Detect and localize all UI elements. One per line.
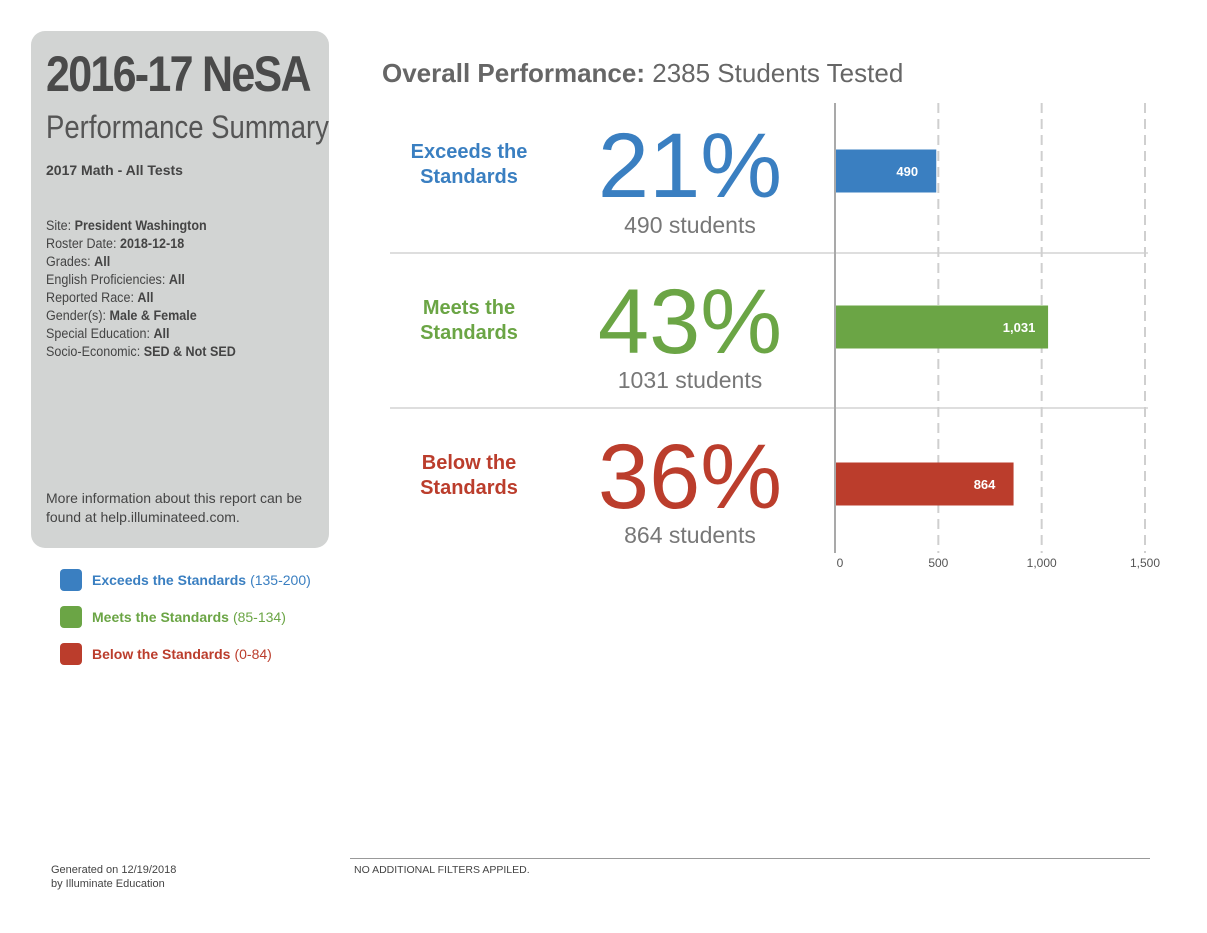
bar [835, 462, 1014, 506]
bar-data-label: 490 [896, 164, 918, 179]
row-divider [390, 252, 1148, 254]
legend-item-meets: Meets the Standards (85-134) [60, 606, 311, 628]
x-tick-label: 1,000 [1027, 556, 1057, 570]
x-tick-label: 500 [928, 556, 948, 570]
percent-meets: 43% [597, 271, 783, 373]
generated-info: Generated on 12/19/2018 by Illuminate Ed… [51, 864, 177, 890]
count-exceeds: 490 students [624, 212, 756, 238]
filter-item: English Proficiencies: All [46, 272, 185, 287]
legend-label: Exceeds the Standards [92, 572, 247, 588]
filter-item: Grades: All [46, 254, 111, 269]
legend-range: (0-84) [234, 646, 272, 662]
footer-rule [350, 858, 1150, 859]
legend-swatch [60, 569, 82, 591]
filter-item: Special Education: All [46, 326, 170, 341]
bar-data-label: 864 [974, 477, 996, 492]
report-title: 2016-17 NeSA [46, 46, 312, 102]
bar-chart: 490 1,031 864 0 500 1,000 1,500 [834, 103, 1160, 570]
filter-item: Roster Date: 2018-12-18 [46, 236, 185, 251]
count-below: 864 students [624, 522, 756, 548]
test-name: 2017 Math - All Tests [46, 162, 183, 178]
bar-data-label: 1,031 [1003, 320, 1036, 335]
x-tick-label: 1,500 [1130, 556, 1160, 570]
report-subtitle: Performance Summary [46, 109, 329, 145]
legend-item-exceeds: Exceeds the Standards (135-200) [60, 569, 311, 591]
x-tick-label: 0 [837, 556, 844, 570]
legend-swatch [60, 606, 82, 628]
more-info-text: More information about this report can b… [46, 490, 303, 525]
legend-range: (85-134) [232, 609, 286, 625]
percent-below: 36% [597, 426, 783, 528]
percent-exceeds: 21% [597, 115, 783, 217]
legend-label: Meets the Standards [92, 609, 229, 625]
filters-note: NO ADDITIONAL FILTERS APPILED. [354, 864, 530, 876]
summary-panel: 2016-17 NeSA Performance Summary 2017 Ma… [31, 31, 329, 548]
row-label-exceeds: Exceeds the Standards [410, 141, 528, 188]
overall-performance-title: Overall Performance: 2385 Students Teste… [382, 58, 904, 88]
row-divider [390, 407, 1148, 409]
legend-swatch [60, 643, 82, 665]
filter-item: Socio-Economic: SED & Not SED [46, 344, 236, 359]
legend-range: (135-200) [250, 572, 311, 588]
filter-item: Gender(s): Male & Female [46, 308, 197, 323]
filter-list: Site: President Washington Roster Date: … [46, 217, 250, 361]
bar [835, 149, 937, 193]
legend-item-below: Below the Standards (0-84) [60, 643, 311, 665]
filter-item: Reported Race: All [46, 290, 154, 305]
count-meets: 1031 students [617, 367, 763, 393]
bar [835, 305, 1049, 349]
row-label-below: Below the Standards [420, 452, 518, 499]
filter-item: Site: President Washington [46, 218, 207, 233]
legend-label: Below the Standards [92, 646, 231, 662]
legend: Exceeds the Standards (135-200) Meets th… [60, 569, 311, 680]
row-label-meets: Meets the Standards [420, 297, 518, 344]
